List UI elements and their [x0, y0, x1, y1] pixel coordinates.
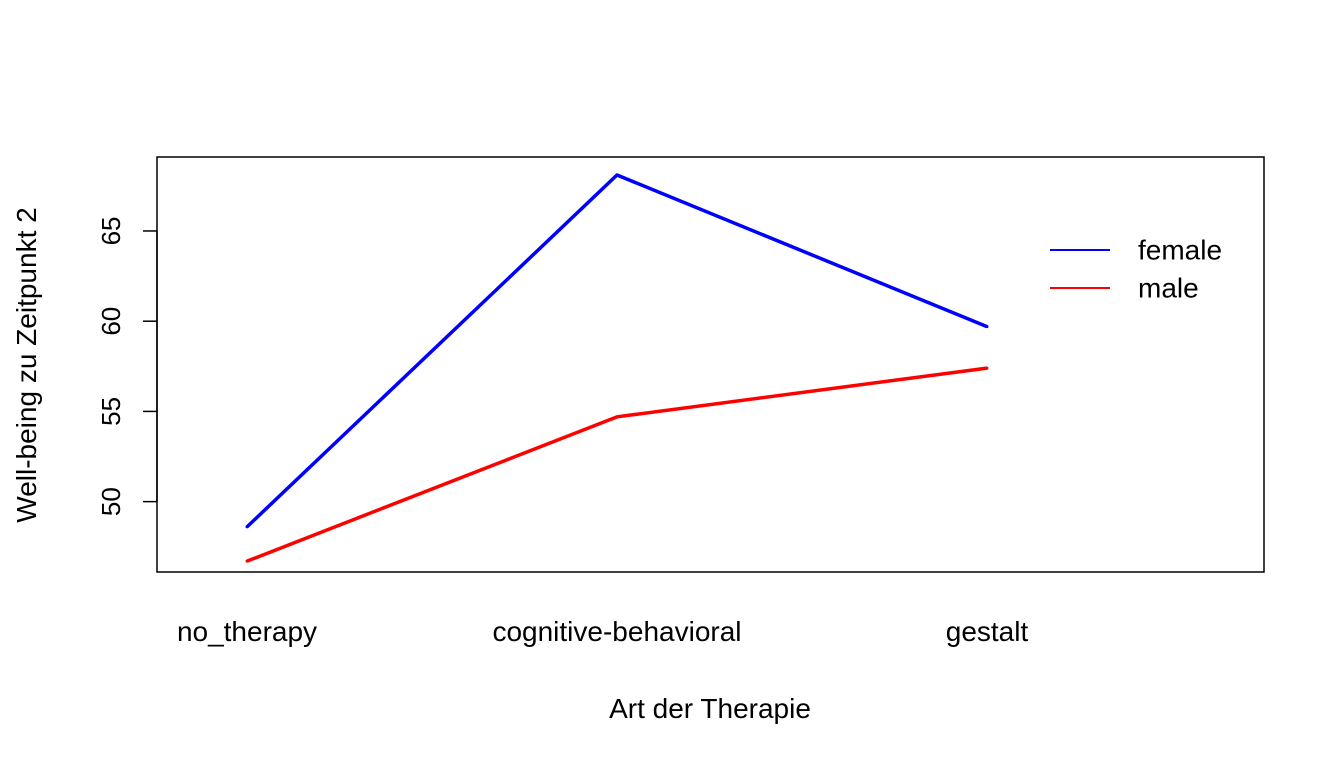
- y-axis: 50 55 60 65: [96, 217, 158, 516]
- x-tick-label: no_therapy: [177, 616, 317, 647]
- series-lines: [245, 173, 989, 563]
- y-tick-label: 55: [96, 397, 126, 426]
- series-line-male: [246, 366, 988, 563]
- data-point-female: [985, 325, 989, 329]
- legend-label-female: female: [1138, 235, 1222, 266]
- legend-label-male: male: [1138, 273, 1199, 304]
- data-point-male: [615, 415, 619, 419]
- data-point-male: [985, 366, 989, 370]
- y-tick-label: 50: [96, 487, 126, 516]
- data-point-female: [245, 525, 249, 529]
- x-axis-label: Art der Therapie: [609, 693, 811, 724]
- x-tick-label: gestalt: [946, 616, 1029, 647]
- plot-frame: [156, 156, 1265, 573]
- series-line-female: [245, 173, 988, 529]
- data-point-male: [245, 559, 249, 563]
- y-axis-label: Well-being zu Zeitpunkt 2: [11, 207, 42, 522]
- legend: female male: [1050, 235, 1222, 304]
- data-point-female: [615, 173, 619, 177]
- y-tick-label: 60: [96, 307, 126, 336]
- y-tick-label: 65: [96, 217, 126, 246]
- x-tick-label: cognitive-behavioral: [492, 616, 741, 647]
- x-axis-tick-labels: no_therapy cognitive-behavioral gestalt: [177, 616, 1029, 647]
